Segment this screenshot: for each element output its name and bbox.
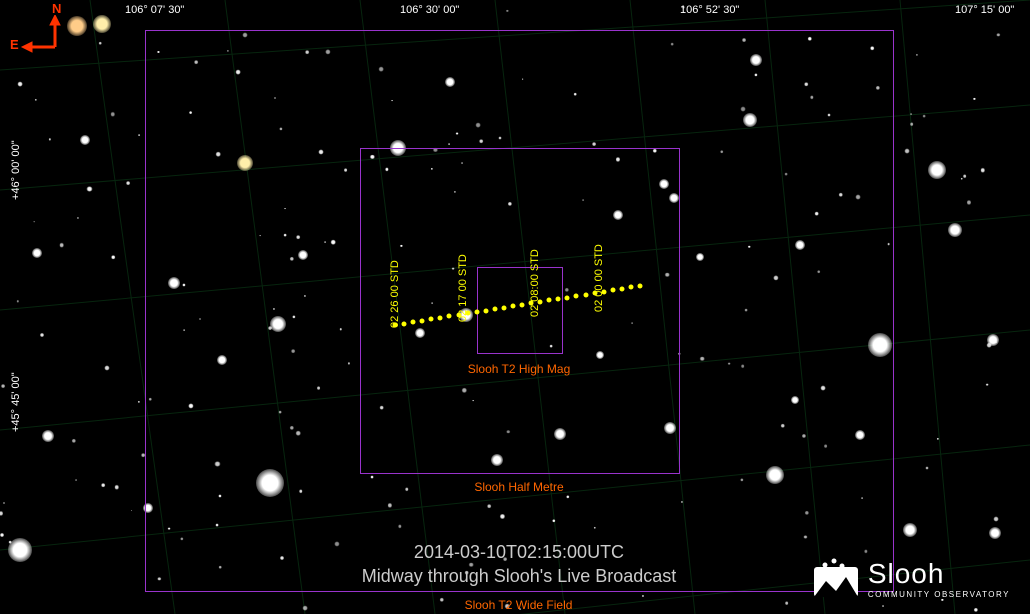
star <box>989 527 1001 539</box>
star-faint <box>111 255 115 259</box>
star <box>903 523 917 537</box>
star-faint <box>40 333 44 337</box>
star-faint <box>987 343 992 348</box>
star-faint <box>905 148 910 153</box>
track-dot <box>420 318 425 323</box>
track-dot <box>574 294 579 299</box>
coord-top-label: 106° 52' 30" <box>680 4 739 16</box>
star-faint <box>34 221 36 223</box>
track-dot <box>628 285 633 290</box>
star-faint <box>99 42 102 45</box>
star <box>67 16 87 36</box>
logo-main: Slooh <box>868 558 1010 590</box>
track-dot <box>429 317 434 322</box>
star-faint <box>101 483 105 487</box>
track-dot <box>556 297 561 302</box>
star <box>42 430 54 442</box>
star-faint <box>785 601 789 605</box>
title-line1: 2014-03-10T02:15:00UTC <box>414 542 624 563</box>
star <box>8 538 32 562</box>
star-faint <box>8 541 11 544</box>
track-dot <box>474 310 479 315</box>
track-dot <box>619 286 624 291</box>
field-label-high: Slooh T2 High Mag <box>468 362 571 376</box>
track-dot <box>501 305 506 310</box>
star-faint <box>18 82 23 87</box>
slooh-logo: Slooh COMMUNITY OBSERVATORY <box>812 557 1010 599</box>
star-faint <box>3 502 5 504</box>
sky-chart: Slooh T2 Wide Field Slooh Half Metre Slooh… <box>0 0 1030 614</box>
track-dot <box>402 321 407 326</box>
star-faint <box>923 115 926 118</box>
star-faint <box>910 113 912 115</box>
compass-e: E <box>10 37 19 52</box>
star-faint <box>75 479 77 481</box>
track-dot <box>520 302 525 307</box>
field-label-half: Slooh Half Metre <box>474 480 563 494</box>
logo-text: Slooh COMMUNITY OBSERVATORY <box>868 558 1010 599</box>
star-faint <box>0 533 4 537</box>
star-faint <box>126 181 130 185</box>
track-dot <box>438 315 443 320</box>
star-faint <box>87 186 92 191</box>
logo-sub: COMMUNITY OBSERVATORY <box>868 590 1010 599</box>
star <box>948 223 962 237</box>
track-dot <box>547 298 552 303</box>
compass-n: N <box>52 1 61 16</box>
field-label-wide: Slooh T2 Wide Field <box>465 598 573 612</box>
timestamp-label: 02 17 00 STD <box>457 254 469 322</box>
star-faint <box>131 510 133 512</box>
field-box-high <box>477 267 563 354</box>
coord-top-label: 107° 15' 00" <box>955 4 1014 16</box>
star-faint <box>2 384 6 388</box>
star <box>928 161 946 179</box>
star <box>80 135 90 145</box>
timestamp-label: 02 26 00 STD <box>389 260 401 328</box>
track-dot <box>411 320 416 325</box>
track-dot <box>447 314 452 319</box>
star-faint <box>963 174 967 178</box>
track-dot <box>510 304 515 309</box>
star-faint <box>986 383 989 386</box>
star-faint <box>910 122 914 126</box>
coord-left-label: +46° 00' 00" <box>10 140 22 200</box>
track-dot <box>492 307 497 312</box>
star-faint <box>59 243 64 248</box>
star-faint <box>303 605 308 610</box>
logo-icon <box>812 557 860 599</box>
track-dot <box>610 288 615 293</box>
coord-left-label: +45° 45' 00" <box>10 372 22 432</box>
star <box>32 248 42 258</box>
track-dot <box>583 292 588 297</box>
star-faint <box>114 485 119 490</box>
star-faint <box>882 606 884 608</box>
star-faint <box>995 341 997 343</box>
track-dot <box>565 295 570 300</box>
star-faint <box>994 517 999 522</box>
timestamp-label: 02 08:00 STD <box>529 249 541 317</box>
compass: N E <box>20 15 70 70</box>
track-dot <box>483 308 488 313</box>
coord-top-label: 106° 07' 30" <box>125 4 184 16</box>
track-dot <box>638 284 643 289</box>
star-faint <box>138 134 140 136</box>
coord-top-label: 106° 30' 00" <box>400 4 459 16</box>
title-line2: Midway through Slooh's Live Broadcast <box>362 566 677 587</box>
star <box>93 15 111 33</box>
star-faint <box>925 467 928 470</box>
timestamp-label: 02 00 00 STD <box>593 244 605 312</box>
